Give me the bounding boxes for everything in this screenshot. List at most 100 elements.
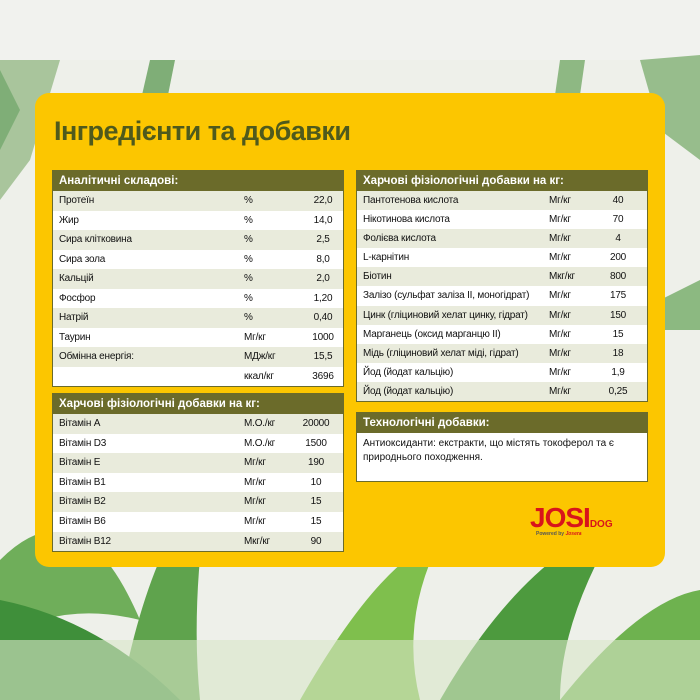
table-cell: Протеїн: [59, 195, 95, 206]
table-row: Фосфор% 1,20: [53, 289, 343, 309]
table-cell: 1,9: [611, 366, 625, 378]
table-row: Вітамін B12 Мкг/кг 90: [53, 531, 343, 552]
table-cell: %: [244, 273, 253, 284]
table-row: Вітамін B6 Мг/кг 15: [53, 512, 343, 532]
table-cell: 1000: [312, 331, 334, 343]
table-cell: Мкг/кг: [244, 535, 270, 547]
table-cell: 22,0: [313, 195, 333, 206]
table-row: Обмінна енергія: МДж/кг 15,5: [53, 347, 343, 367]
table-cell: %: [244, 234, 253, 245]
table-cell: Фолієва кислота: [363, 233, 436, 245]
logo: JOSIDOG Powered by Josera: [530, 502, 613, 537]
table-cell: М.О./кг: [244, 418, 276, 429]
table-text: Антиоксиданти: екстракти, що містять ток…: [363, 438, 615, 463]
table-cell: 3696: [312, 370, 334, 382]
table-cell: Вітамін A: [59, 418, 101, 429]
logo-brand: JOSI: [530, 502, 591, 533]
table-cell: 0,40: [313, 312, 333, 323]
table-row: Нікотинова кислота Мг/кг 70: [357, 210, 647, 229]
table-cell: Мідь (гліциновий хелат міді, гідрат): [363, 347, 519, 359]
logo-sub: DOG: [589, 519, 613, 530]
table-row: Марганець (оксид марганцю II) Мг/кг 15: [357, 325, 647, 344]
table-row: Вітамін B1 Мг/кг 10: [53, 473, 343, 493]
table: Аналітичні складові: Протеїн% 22,0 Жир% 14,0…: [52, 170, 344, 387]
table-cell: 20000: [302, 418, 330, 429]
table-cell: Вітамін D3: [59, 437, 107, 449]
table-cell: Мг/кг: [244, 331, 266, 343]
table-cell: %: [244, 214, 253, 226]
table-cell: 8,0: [316, 253, 330, 265]
table-cell: %: [244, 195, 253, 206]
table-cell: Залізо (сульфат заліза II, моногідрат): [363, 290, 530, 302]
logo-maker: Josera: [565, 531, 582, 537]
table-body: Протеїн% 22,0 Жир% 14,0 Сира клітковина% 2,5 С…: [53, 191, 343, 386]
table-cell: Фосфор: [59, 292, 96, 304]
table-cell: 18: [612, 347, 624, 359]
table-cell: Мг/кг: [549, 385, 571, 397]
table-cell: 90: [310, 535, 322, 547]
table-cell: 70: [612, 214, 624, 226]
table-row: L-карнітин Мг/кг 200: [357, 248, 647, 267]
table-cell: 150: [609, 309, 627, 321]
table-cell: Мг/кг: [549, 309, 571, 321]
table-cell: 200: [609, 252, 627, 264]
table-row: Сира зола% 8,0: [53, 250, 343, 270]
table-row: Сира клітковина% 2,5: [53, 230, 343, 250]
table-row: Жир% 14,0: [53, 211, 343, 231]
table-cell: Мг/кг: [549, 328, 571, 340]
table-row: Вітамін A М.О./кг 20000: [53, 414, 343, 434]
table-row: Біотин Мкг/кг 800: [357, 267, 647, 287]
table-cell: Сира клітковина: [59, 234, 132, 245]
table-row: ккал/кг 3696: [53, 367, 343, 387]
table-cell: МДж/кг: [244, 351, 276, 362]
table-cell: М.О./кг: [244, 437, 276, 449]
table-cell: Жир: [59, 214, 79, 226]
table-cell: 15: [310, 496, 322, 508]
table-cell: Нікотинова кислота: [363, 214, 450, 226]
table-cell: Марганець (оксид марганцю II): [363, 328, 501, 340]
table-cell: %: [244, 312, 253, 323]
table-cell: 0,25: [608, 385, 628, 397]
table: Харчові фізіологічні добавки на кг: Панто…: [356, 170, 648, 403]
table-row: Вітамін D3 М.О./кг 1500: [53, 434, 343, 454]
table-row: Натрій% 0,40: [53, 308, 343, 328]
table-cell: Мг/кг: [549, 290, 571, 302]
table-cell: ккал/кг: [244, 370, 274, 382]
table-row: Йод (йодат кальцію) Мг/кг 0,25: [357, 381, 647, 402]
table-row: Цинк (гліциновий хелат цинку, гідрат) Мг/…: [357, 305, 647, 325]
table-cell: 800: [609, 271, 627, 283]
table: Технологічні добавки: Антиоксиданти: екс…: [356, 412, 648, 482]
table-cell: L-карнітин: [363, 252, 410, 264]
table-cell: Натрій: [59, 312, 89, 323]
table-body: Пантотенова кислота Мг/кг 40 Нікотинова кис…: [357, 191, 647, 402]
table-cell: Обмінна енергія:: [59, 351, 134, 362]
table-cell: 190: [307, 457, 325, 469]
table-cell: Мг/кг: [244, 515, 266, 527]
table-cell: %: [244, 253, 253, 265]
table-cell: Мг/кг: [549, 233, 571, 245]
table-header: Технологічні добавки:: [357, 413, 647, 433]
table-header: Харчові фізіологічні добавки на кг:: [357, 171, 647, 191]
table-cell: Вітамін E: [59, 457, 101, 469]
table-cell: Мг/кг: [549, 195, 571, 206]
table-cell: Мг/кг: [549, 252, 571, 264]
table-cell: Цинк (гліциновий хелат цинку, гідрат): [363, 309, 528, 321]
table-cell: Вітамін B6: [59, 515, 106, 527]
table-cell: %: [244, 292, 253, 304]
table-cell: Вітамін B12: [59, 535, 111, 547]
table-cell: 1,20: [313, 292, 333, 304]
table-cell: 10: [310, 476, 322, 488]
table-header: Аналітичні складові:: [53, 171, 343, 191]
table-cell: Мг/кг: [549, 366, 571, 378]
title: Інгредієнти та добавки: [54, 116, 351, 146]
table-cell: Мг/кг: [244, 496, 266, 508]
table-row: Вітамін B2 Мг/кг 15: [53, 492, 343, 512]
table-row: Йод (йодат кальцію) Мг/кг 1,9: [357, 363, 647, 382]
table-body: Вітамін A М.О./кг 20000 Вітамін D3 М.О./кг 15…: [53, 414, 343, 552]
table-row: Вітамін E Мг/кг 190: [53, 453, 343, 473]
table-cell: Мг/кг: [549, 347, 571, 359]
table-cell: Мг/кг: [549, 214, 571, 226]
table-cell: Вітамін B2: [59, 496, 106, 508]
table-cell: 15: [310, 515, 322, 527]
table-cell: 1500: [305, 437, 327, 449]
